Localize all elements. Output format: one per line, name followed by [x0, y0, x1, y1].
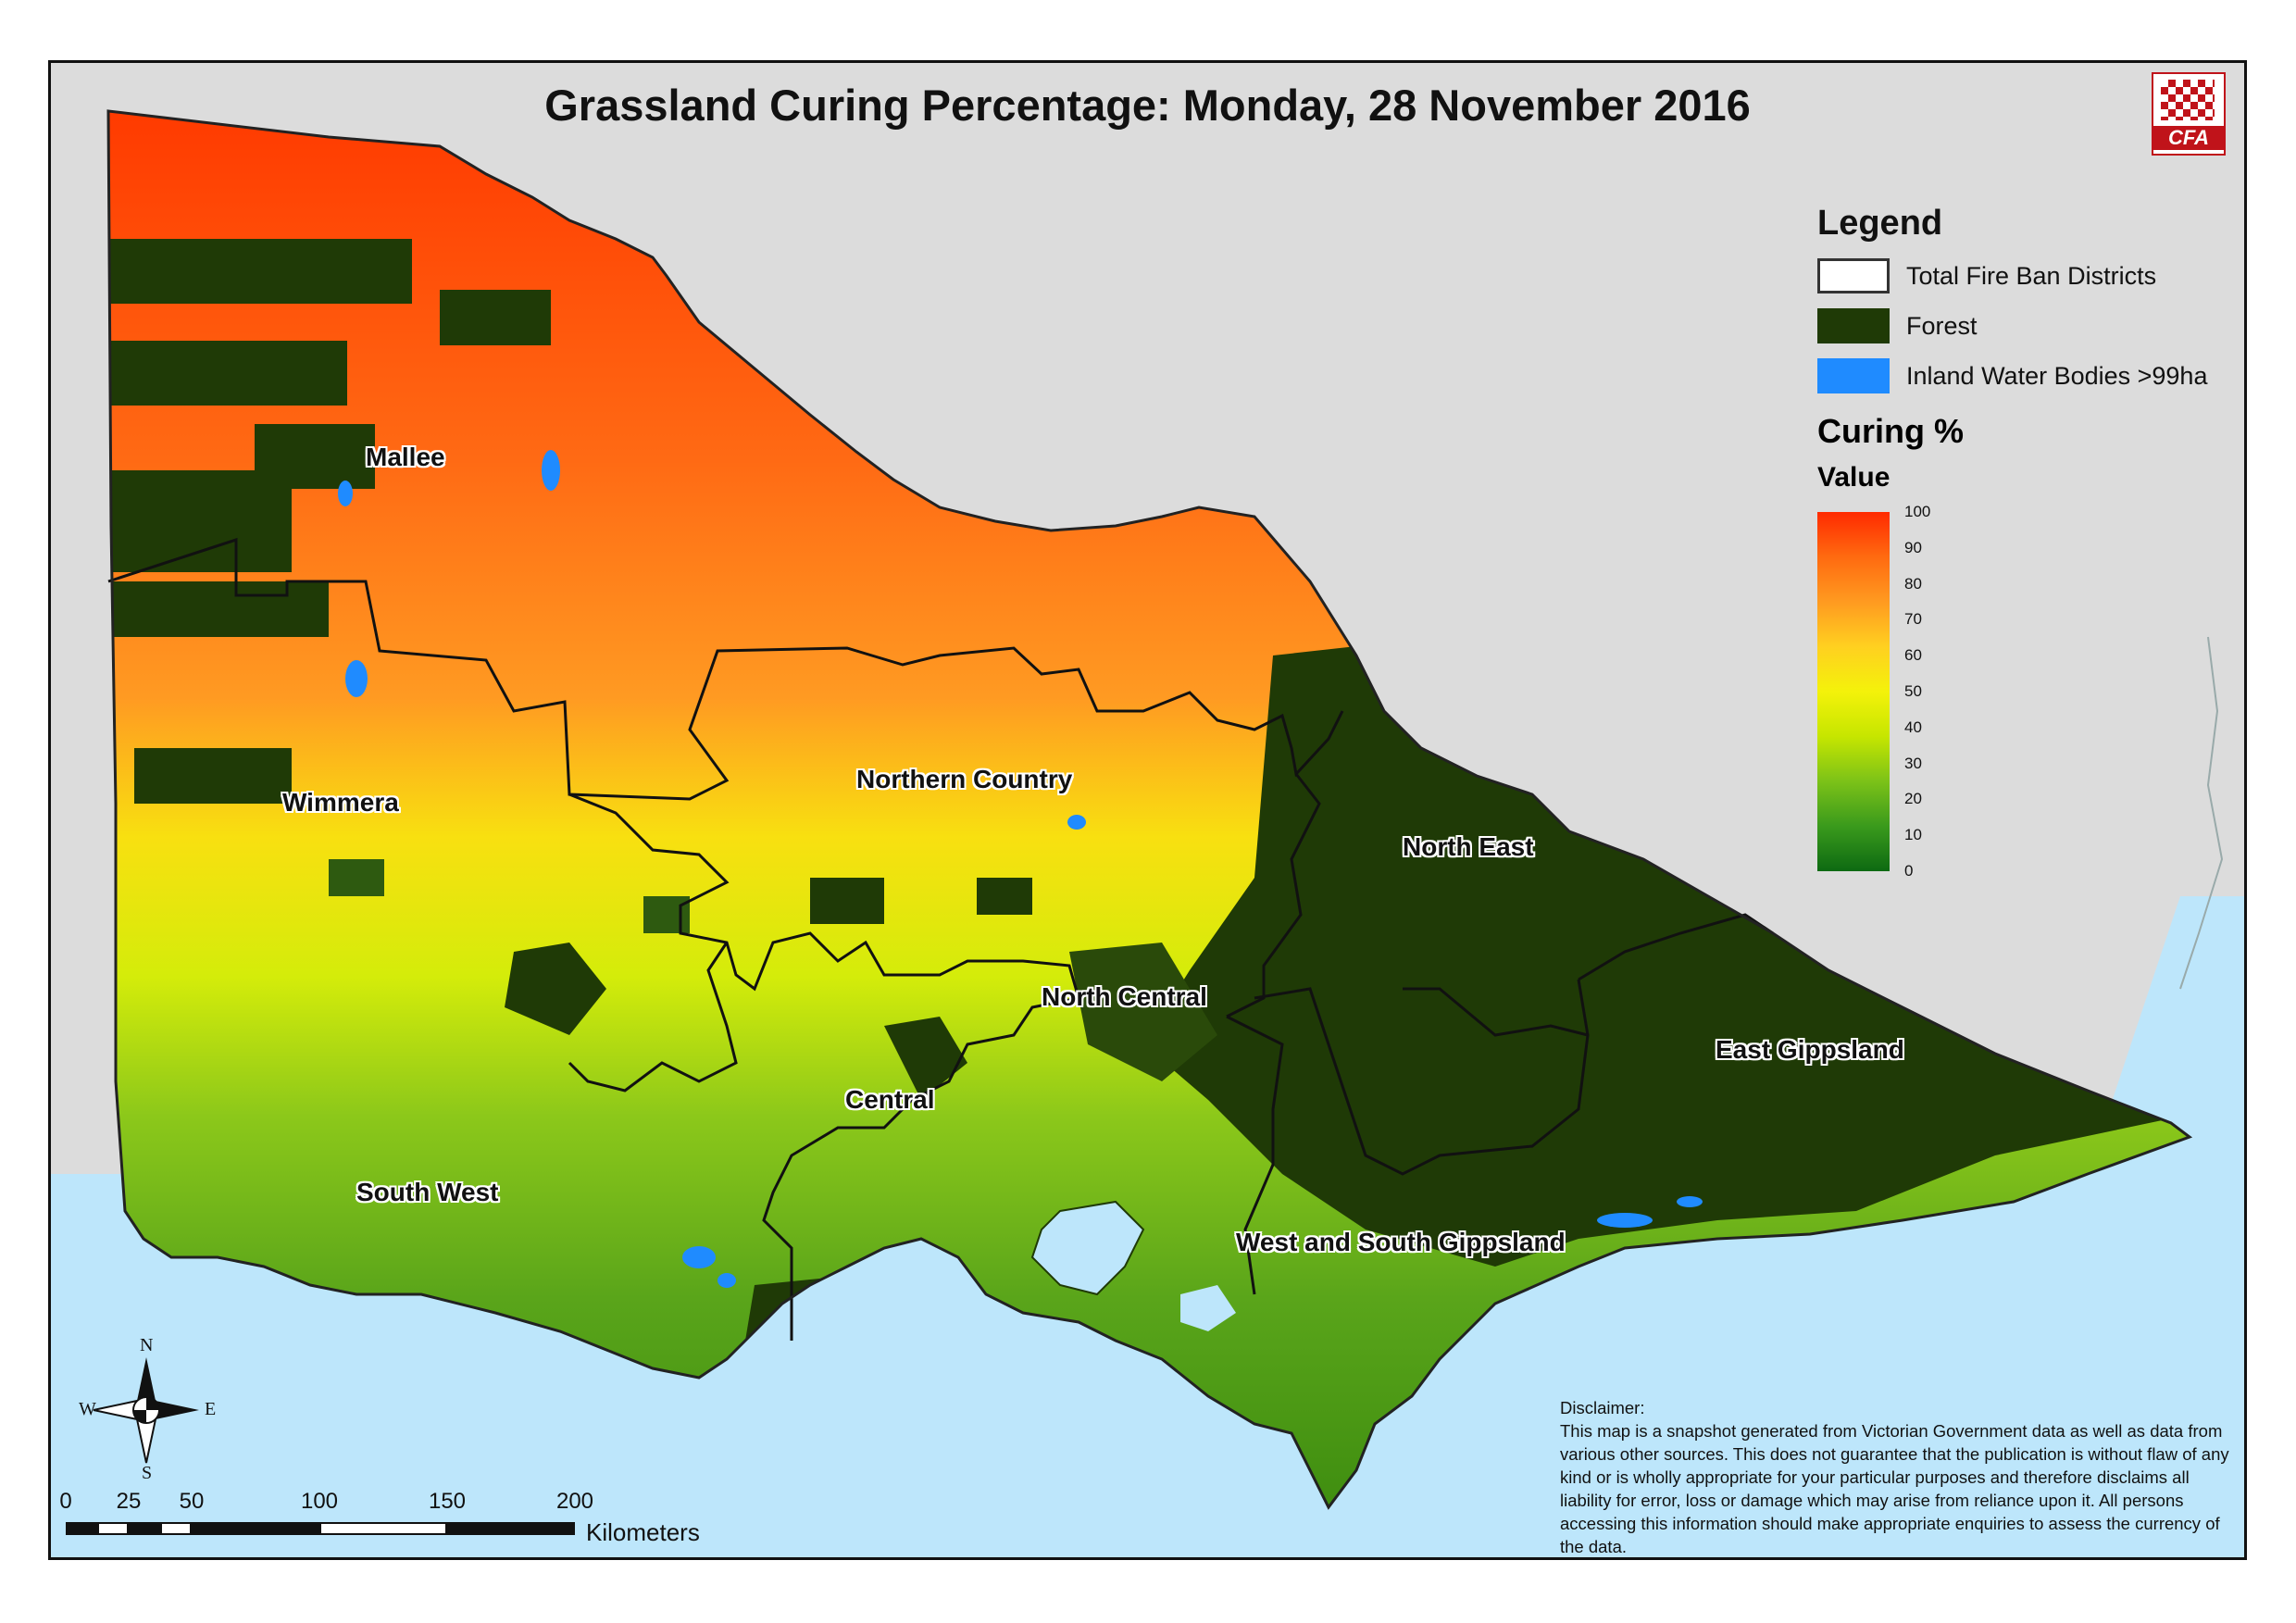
region-label-mallee: Mallee [366, 443, 445, 471]
nsw-coast [2179, 636, 2224, 990]
legend-title: Legend [1817, 204, 1943, 243]
legend-item-label: Total Fire Ban Districts [1906, 261, 2157, 290]
disclaimer: Disclaimer: This map is a snapshot gener… [1560, 1396, 2240, 1557]
water-swatch [1817, 358, 1890, 393]
ramp-tick: 40 [1904, 718, 1922, 736]
sea-east [1814, 896, 2244, 1557]
scale-bar: 0 25 50 100 150 200 Kilometers [59, 1489, 700, 1554]
compass-south: S [142, 1463, 153, 1483]
ramp-tick: 60 [1904, 646, 1922, 665]
scale-label: 100 [300, 1489, 339, 1514]
region-label-northern-country: Northern Country [856, 765, 1073, 793]
water-bodies [338, 450, 1703, 1288]
region-label-north-central: North Central [1042, 982, 1207, 1011]
region-label-wimmera: Wimmera [282, 788, 399, 817]
cfa-logo: CFA [2152, 72, 2226, 156]
scale-segment [97, 1522, 129, 1535]
scale-label: 150 [428, 1489, 467, 1514]
ramp-tick: 10 [1904, 826, 1922, 844]
legend: Legend Total Fire Ban Districts Forest I… [1817, 204, 2225, 880]
port-phillip-bay [1030, 1200, 1145, 1296]
ramp-tick: 30 [1904, 754, 1922, 772]
region-label-west-south-gippsland: West and South Gippsland [1236, 1228, 1566, 1256]
region-label-north-east: North East [1403, 832, 1534, 861]
ramp-tick: 90 [1904, 538, 1922, 556]
region-label-central: Central [845, 1085, 935, 1114]
disclaimer-text: This map is a snapshot generated from Vi… [1560, 1421, 2229, 1556]
compass-west: W [79, 1399, 96, 1419]
scale-label: 50 [179, 1489, 205, 1514]
legend-item-water: Inland Water Bodies >99ha [1817, 358, 2225, 393]
ramp-tick: 0 [1904, 862, 1914, 880]
scale-unit: Kilometers [586, 1518, 700, 1546]
district-borders [107, 537, 1774, 1341]
compass-east: E [205, 1399, 217, 1419]
cfa-logo-text: CFA [2153, 126, 2224, 150]
compass-rose-icon [93, 1357, 199, 1464]
forest-swatch [1817, 308, 1890, 343]
region-label-south-west: South West [356, 1178, 499, 1206]
ramp-tick: 20 [1904, 790, 1922, 808]
curing-title: Curing % [1817, 412, 1964, 450]
disclaimer-heading: Disclaimer: [1560, 1398, 1645, 1417]
curing-gradient [1817, 512, 1890, 871]
western-port [1180, 1285, 1236, 1331]
fire-ban-district-swatch [1817, 258, 1890, 293]
map-title: Grassland Curing Percentage: Monday, 28 … [544, 81, 1751, 130]
north-arrow: N S W E [77, 1335, 217, 1483]
ramp-tick: 80 [1904, 574, 1922, 593]
cfa-checker-icon [2161, 80, 2215, 120]
value-title: Value [1817, 462, 1890, 493]
victoria-map [51, 109, 2244, 1557]
scale-segment [447, 1522, 575, 1535]
scale-label: 25 [116, 1489, 142, 1514]
ramp-tick: 70 [1904, 610, 1922, 629]
scale-segment [129, 1522, 160, 1535]
scale-segment [192, 1522, 319, 1535]
map-frame: Grassland Curing Percentage: Monday, 28 … [48, 60, 2247, 1560]
legend-item-label: Inland Water Bodies >99ha [1906, 361, 2208, 390]
compass-north: N [140, 1335, 154, 1355]
region-label-east-gippsland: East Gippsland [1716, 1035, 1904, 1064]
ramp-tick: 100 [1904, 503, 1931, 520]
legend-item-label: Forest [1906, 311, 1978, 340]
scale-segment [160, 1522, 192, 1535]
scale-segment [66, 1522, 97, 1535]
legend-item-forest: Forest [1817, 308, 2225, 343]
legend-item-fire-ban-districts: Total Fire Ban Districts [1817, 258, 2225, 293]
ramp-tick: 50 [1904, 682, 1922, 700]
scale-label: 200 [555, 1489, 594, 1514]
scale-segment [319, 1522, 447, 1535]
scale-label: 0 [59, 1489, 72, 1514]
curing-color-ramp: 100 90 80 70 60 50 40 30 20 10 0 [1817, 503, 2225, 880]
